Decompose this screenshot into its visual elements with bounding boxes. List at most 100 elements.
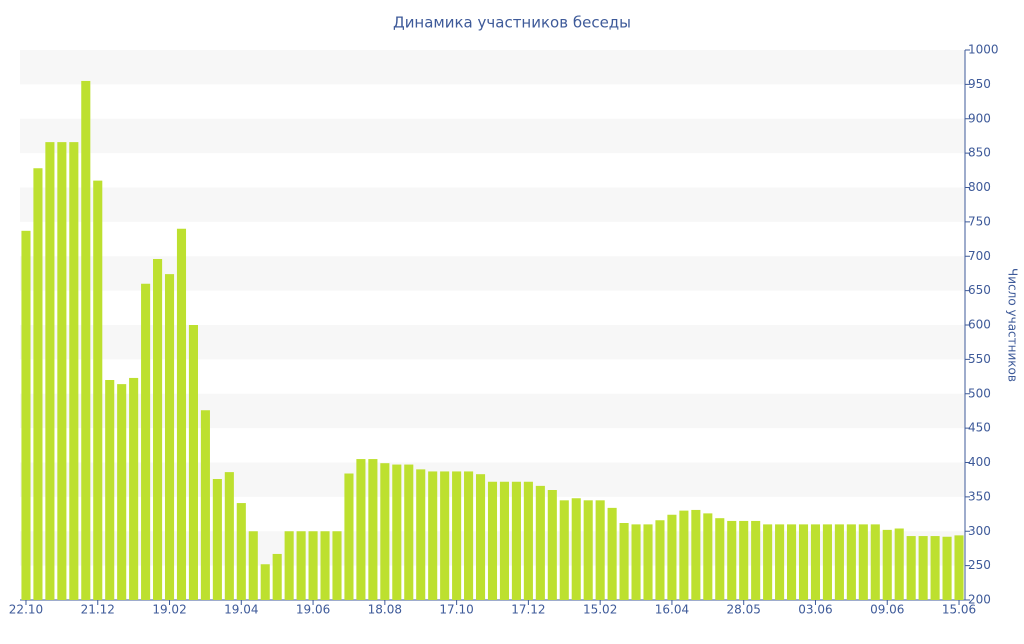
x-tick-label: 17.12 <box>511 603 545 617</box>
bar <box>464 471 474 600</box>
bar <box>930 536 940 600</box>
bar <box>212 479 222 600</box>
x-tick-label: 16.04 <box>655 603 689 617</box>
bar <box>105 380 115 600</box>
bar <box>452 471 462 600</box>
y-tick-label: 750 <box>968 214 991 228</box>
bar <box>272 553 282 600</box>
x-tick-label: 17.10 <box>439 603 473 617</box>
x-tick-label: 03.06 <box>798 603 832 617</box>
y-tick-label: 600 <box>968 318 991 332</box>
bar <box>368 459 378 600</box>
bar <box>21 230 31 600</box>
bar <box>523 481 533 600</box>
bar <box>882 529 892 600</box>
bar <box>81 80 91 600</box>
y-tick-label: 850 <box>968 146 991 160</box>
bar <box>428 471 438 600</box>
x-tick-label: 19.02 <box>152 603 186 617</box>
x-tick-label: 22.10 <box>9 603 43 617</box>
y-tick-label: 950 <box>968 77 991 91</box>
chart-title: Динамика участников беседы <box>393 14 631 32</box>
bar <box>571 498 581 600</box>
y-tick-label: 400 <box>968 455 991 469</box>
bar <box>33 168 43 600</box>
y-tick-label: 900 <box>968 111 991 125</box>
x-tick-label: 19.04 <box>224 603 258 617</box>
bar <box>117 384 127 600</box>
bar <box>870 524 880 600</box>
bar <box>535 485 545 600</box>
bar <box>176 228 187 600</box>
bar <box>858 524 868 600</box>
bar <box>57 142 67 600</box>
x-tick-label: 15.06 <box>942 603 976 617</box>
bar <box>703 513 713 600</box>
bar <box>763 524 773 600</box>
bar <box>906 536 916 600</box>
bar <box>188 325 198 600</box>
y-tick-label: 550 <box>968 352 991 366</box>
bar <box>260 564 270 600</box>
bar <box>487 481 498 600</box>
bar <box>619 523 629 600</box>
y-tick-label: 800 <box>968 180 991 194</box>
bar <box>643 524 653 600</box>
bar <box>511 481 521 600</box>
bar <box>69 142 79 600</box>
x-tick-label: 18.08 <box>368 603 402 617</box>
bar <box>547 490 557 600</box>
bar <box>631 524 641 600</box>
bar <box>200 410 210 600</box>
bar <box>846 524 856 600</box>
grid-band <box>20 118 965 154</box>
y-tick-label: 300 <box>968 524 991 538</box>
bar <box>751 520 761 600</box>
bar <box>894 528 904 600</box>
bar <box>822 524 832 600</box>
bar <box>595 500 605 600</box>
bar <box>440 471 450 600</box>
bar <box>954 535 964 600</box>
bar <box>248 531 258 600</box>
bar <box>727 520 737 600</box>
bar <box>45 142 55 600</box>
y-tick-label: 250 <box>968 558 991 572</box>
x-tick-label: 09.06 <box>870 603 904 617</box>
y-tick-label: 450 <box>968 421 991 435</box>
bar <box>475 474 486 600</box>
bar <box>607 507 617 600</box>
bar <box>583 500 593 600</box>
bar <box>679 510 689 600</box>
bar <box>392 464 402 600</box>
bar <box>236 503 246 600</box>
y-tick-label: 200 <box>968 593 991 607</box>
bar <box>499 481 510 600</box>
x-tick-label: 28.05 <box>727 603 761 617</box>
y-tick-label: 350 <box>968 489 991 503</box>
grid-band <box>20 50 965 85</box>
bar <box>129 377 139 600</box>
y-tick-label: 650 <box>968 283 991 297</box>
bar <box>224 472 234 600</box>
bar <box>308 531 318 600</box>
bar <box>344 473 354 600</box>
bar <box>775 524 785 600</box>
bar <box>320 531 330 600</box>
bar <box>332 531 342 600</box>
bar <box>715 518 725 600</box>
y-tick-label: 500 <box>968 386 991 400</box>
bar <box>918 536 928 600</box>
bar <box>164 274 175 600</box>
bar <box>691 509 701 600</box>
bar <box>667 514 677 600</box>
bar <box>416 469 426 600</box>
x-tick-label: 15.02 <box>583 603 617 617</box>
y-axis-label: Число участников <box>1006 268 1020 382</box>
bar <box>380 463 390 600</box>
x-tick-label: 19.06 <box>296 603 330 617</box>
bar <box>739 520 749 600</box>
grid-band <box>20 187 965 222</box>
bar <box>284 531 294 600</box>
